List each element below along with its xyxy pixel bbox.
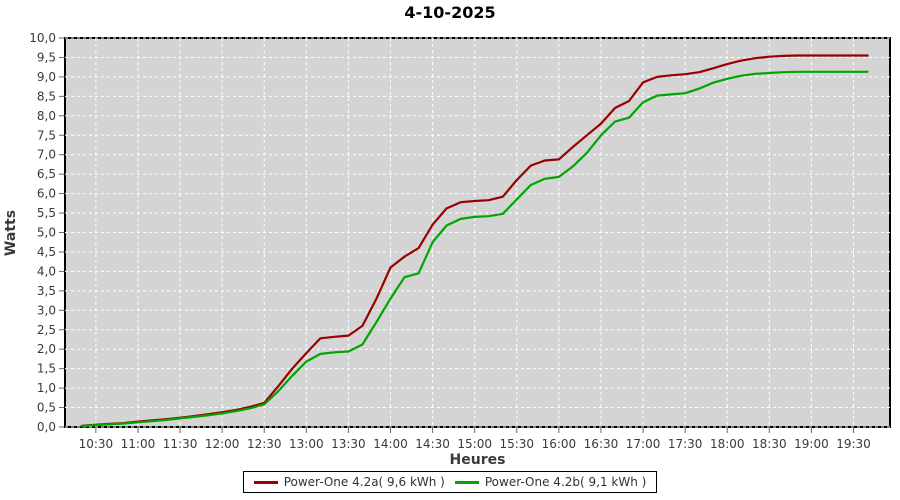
y-tick-label: 1,0 <box>37 381 56 395</box>
x-tick-label: 16:00 <box>542 437 577 451</box>
y-tick-label: 0,0 <box>37 420 56 434</box>
y-tick-label: 4,0 <box>37 264 56 278</box>
y-tick-label: 2,0 <box>37 342 56 356</box>
y-tick-label: 8,5 <box>37 89 56 103</box>
x-tick-label: 11:00 <box>121 437 156 451</box>
y-tick-label: 9,0 <box>37 70 56 84</box>
x-tick-label: 10:30 <box>79 437 114 451</box>
x-tick-label: 16:30 <box>584 437 619 451</box>
x-tick-label: 19:00 <box>794 437 829 451</box>
x-tick-label: 14:00 <box>373 437 408 451</box>
y-axis-label: Watts <box>3 209 19 257</box>
y-tick-label: 4,5 <box>37 245 56 259</box>
y-tick-label: 5,0 <box>37 226 56 240</box>
y-tick-label: 6,5 <box>37 167 56 181</box>
y-tick-label: 3,0 <box>37 303 56 317</box>
x-tick-label: 11:30 <box>163 437 198 451</box>
legend-swatch-red <box>253 480 278 484</box>
legend: Power-One 4.2a( 9,6 kWh ) Power-One 4.2b(… <box>0 471 900 493</box>
y-tick-label: 5,5 <box>37 206 56 220</box>
x-tick-label: 13:30 <box>331 437 366 451</box>
series-line-a <box>80 54 869 427</box>
y-tick-label: 7,0 <box>37 148 56 162</box>
legend-box: Power-One 4.2a( 9,6 kWh ) Power-One 4.2b(… <box>242 471 658 493</box>
legend-label: Power-One 4.2a( 9,6 kWh ) <box>283 475 445 489</box>
legend-swatch-green <box>454 480 479 484</box>
x-tick-label: 15:30 <box>499 437 534 451</box>
y-tick-label: 10,0 <box>29 31 56 45</box>
chart-title: 4-10-2025 <box>404 3 496 22</box>
x-tick-label: 12:00 <box>205 437 240 451</box>
x-axis-label: Heures <box>449 452 506 468</box>
x-tick-label: 19:30 <box>836 437 871 451</box>
y-tick-label: 2,5 <box>37 323 56 337</box>
legend-item-b: Power-One 4.2b( 9,1 kWh ) <box>454 475 647 489</box>
plot-background <box>64 37 891 428</box>
y-tick-label: 0,5 <box>37 401 56 415</box>
y-tick-label: 6,0 <box>37 187 56 201</box>
y-tick-label: 1,5 <box>37 362 56 376</box>
x-tick-label: 13:00 <box>289 437 324 451</box>
x-tick-label: 17:30 <box>668 437 703 451</box>
x-tick-label: 14:30 <box>415 437 450 451</box>
y-tick-label: 8,0 <box>37 109 56 123</box>
x-tick-label: 18:30 <box>752 437 787 451</box>
legend-label: Power-One 4.2b( 9,1 kWh ) <box>484 475 647 489</box>
y-tick-label: 7,5 <box>37 128 56 142</box>
x-tick-label: 17:00 <box>626 437 661 451</box>
series-line-b <box>80 70 869 428</box>
y-tick-label: 9,5 <box>37 50 56 64</box>
x-tick-label: 15:00 <box>457 437 492 451</box>
x-tick-label: 12:30 <box>247 437 282 451</box>
y-tick-label: 3,5 <box>37 284 56 298</box>
legend-item-a: Power-One 4.2a( 9,6 kWh ) <box>253 475 445 489</box>
x-tick-label: 18:00 <box>710 437 745 451</box>
